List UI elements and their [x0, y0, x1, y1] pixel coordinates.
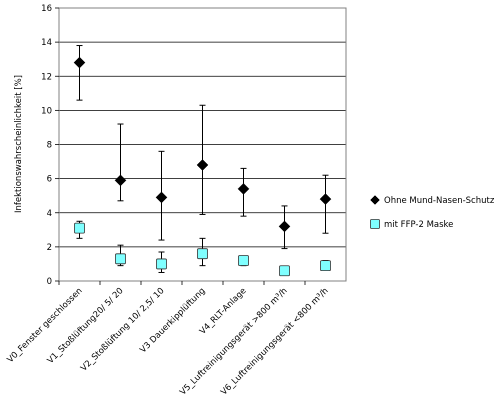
square-marker: [238, 255, 249, 266]
diamond-marker: [155, 191, 168, 204]
legend: Ohne Mund-Nasen-Schutz mit FFP-2 Maske: [370, 195, 495, 230]
y-tick-label: 16: [41, 4, 52, 14]
y-tick-label: 4: [47, 209, 52, 219]
square-marker: [279, 265, 290, 277]
diamond-marker: [196, 159, 209, 171]
x-axis-ticks: V0_Fenster geschlossenV1_Stoßlüftung20/ …: [6, 281, 331, 398]
y-tick-label: 6: [47, 175, 52, 185]
y-tick-label: 0: [47, 277, 52, 287]
diamond-marker: [319, 193, 332, 205]
square-marker: [74, 222, 85, 234]
square-marker: [197, 248, 208, 260]
x-tick-label: V2_Stoßlüftung 10/ 2,5/ 10: [79, 286, 167, 374]
legend-label: Ohne Mund-Nasen-Schutz: [384, 196, 495, 206]
legend-label: mit FFP-2 Maske: [384, 220, 453, 230]
x-tick-label: V1_Stoßlüftung20/ 5/ 20: [46, 286, 126, 366]
y-axis-ticks: 0 2 4 6 8 10 12 14 16: [41, 4, 59, 287]
error-bars: [76, 45, 329, 273]
diamond-marker: [73, 56, 86, 69]
y-tick-label: 10: [41, 106, 52, 116]
x-tick-label: V0_Fenster geschlossen: [6, 286, 85, 365]
square-marker: [156, 258, 167, 270]
y-tick-label: 14: [41, 38, 52, 48]
y-tick-label: 12: [41, 72, 52, 82]
data-markers: [73, 56, 332, 277]
legend-square-icon: [370, 219, 380, 229]
square-marker: [115, 253, 126, 265]
diamond-marker: [278, 220, 291, 233]
y-tick-label: 8: [47, 141, 52, 151]
y-axis-title: Infektionswahrscheinlichkeit [%]: [14, 75, 24, 213]
diamond-marker: [237, 183, 250, 195]
y-tick-label: 2: [47, 243, 52, 253]
square-marker: [320, 260, 331, 272]
legend-diamond-icon: [370, 195, 380, 205]
diamond-marker: [114, 174, 127, 187]
